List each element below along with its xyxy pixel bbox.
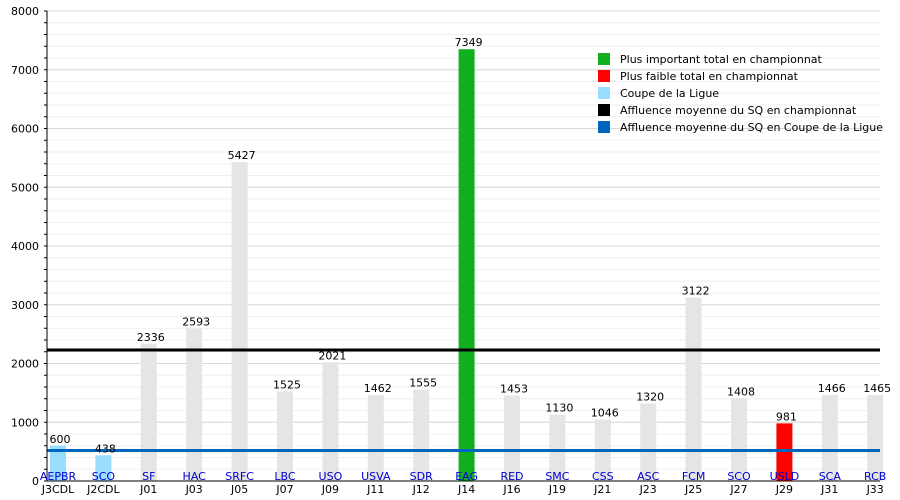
team-label: RCB (864, 470, 886, 483)
team-label: CSS (592, 470, 614, 483)
data-label: 2021 (318, 349, 346, 362)
data-label: 1130 (545, 402, 573, 415)
match-label: J07 (275, 483, 293, 496)
match-label: J03 (185, 483, 203, 496)
data-label: 5427 (228, 149, 256, 162)
team-label: AEPBR (40, 470, 77, 483)
match-label: J2CDL (86, 483, 120, 496)
bar-j29 (776, 423, 793, 481)
match-label: J29 (775, 483, 793, 496)
match-label: J31 (820, 483, 838, 496)
match-label: J21 (593, 483, 611, 496)
team-label: EAG (455, 470, 478, 483)
bar-j14 (458, 49, 475, 482)
bar-j05 (231, 162, 248, 481)
y-tick-label: 1000 (11, 416, 39, 429)
bar-j12 (413, 389, 430, 481)
bar-j23 (640, 403, 657, 481)
legend-label: Affluence moyenne du SQ en championnat (620, 104, 857, 117)
data-label: 1453 (500, 383, 528, 396)
legend-label: Plus faible total en championnat (620, 70, 799, 83)
axes: 0 1000 2000 3000 4000 5000 6000 7000 8000 (11, 5, 880, 488)
bar-j03 (186, 328, 203, 481)
y-tick-label: 6000 (11, 123, 39, 136)
data-label: 1525 (273, 378, 301, 391)
team-label: FCM (682, 470, 706, 483)
bar-j27 (731, 398, 747, 481)
y-tick-label: 7000 (11, 64, 39, 77)
data-label: 981 (776, 410, 797, 423)
match-label: J25 (684, 483, 702, 496)
match-label: J11 (366, 483, 384, 496)
bar-j3cdl (50, 445, 66, 481)
data-label: 3122 (682, 285, 710, 298)
match-label: J27 (729, 483, 747, 496)
team-label: USVA (361, 470, 391, 483)
match-label: J33 (866, 483, 884, 496)
data-label: 1465 (863, 382, 891, 395)
legend-label: Plus important total en championnat (620, 53, 823, 66)
team-label: USO (319, 470, 343, 483)
team-label: SDR (410, 470, 433, 483)
bar-j25 (685, 297, 702, 481)
team-label: SCA (819, 470, 842, 483)
match-label: J09 (321, 483, 339, 496)
legend-swatch (598, 121, 610, 133)
data-label: 1462 (364, 382, 392, 395)
legend-label: Affluence moyenne du SQ en Coupe de la L… (620, 121, 883, 134)
bar-j07 (277, 391, 293, 481)
data-label: 1555 (409, 377, 437, 390)
bar-j33 (867, 394, 884, 481)
y-tick-label: 3000 (11, 299, 39, 312)
y-tick-label: 4000 (11, 240, 39, 253)
bar-j16 (504, 395, 520, 481)
data-label: 1466 (818, 382, 846, 395)
match-label: J12 (412, 483, 430, 496)
legend-swatch (598, 87, 610, 99)
data-label: 2593 (182, 316, 210, 329)
bar-j11 (367, 395, 384, 481)
labels: 600AEPBRJ3CDL438SCOJ2CDL2336SFJ012593HAC… (40, 36, 891, 496)
team-label: SMC (545, 470, 569, 483)
team-label: HAC (183, 470, 207, 483)
team-label: SF (142, 470, 155, 483)
data-label: 2336 (137, 331, 165, 344)
y-tick-label: 0 (32, 475, 39, 488)
legend-label: Coupe de la Ligue (620, 87, 719, 100)
match-label: J3CDL (41, 483, 75, 496)
team-label: SCO (727, 470, 751, 483)
bar-j19 (549, 414, 566, 481)
bar-j01 (140, 343, 157, 481)
team-label: LBC (274, 470, 295, 483)
bar-j09 (322, 362, 339, 481)
data-label: 1046 (591, 407, 619, 420)
y-tick-label: 8000 (11, 5, 39, 18)
data-label: 438 (95, 442, 116, 455)
match-label: J01 (139, 483, 157, 496)
team-label: RED (500, 470, 523, 483)
legend-swatch (598, 104, 610, 116)
match-label: J23 (639, 483, 657, 496)
y-tick-label: 2000 (11, 358, 39, 371)
match-label: J16 (502, 483, 520, 496)
team-label: ASC (637, 470, 660, 483)
team-label: SCO (92, 470, 116, 483)
bar-j2cdl (95, 455, 112, 481)
legend: Plus important total en championnat Plus … (598, 53, 883, 134)
legend-swatch (598, 70, 610, 82)
reference-lines (47, 348, 880, 453)
data-label: 1408 (727, 385, 755, 398)
data-label: 600 (50, 433, 71, 446)
team-label: USLD (770, 470, 800, 483)
team-label: SRFC (225, 470, 254, 483)
match-label: J05 (230, 483, 248, 496)
data-label: 1320 (636, 390, 664, 403)
legend-swatch (598, 53, 610, 65)
match-label: J19 (548, 483, 566, 496)
match-label: J14 (457, 483, 475, 496)
y-tick-label: 5000 (11, 181, 39, 194)
bar-j31 (821, 394, 838, 481)
data-label: 7349 (455, 36, 483, 49)
